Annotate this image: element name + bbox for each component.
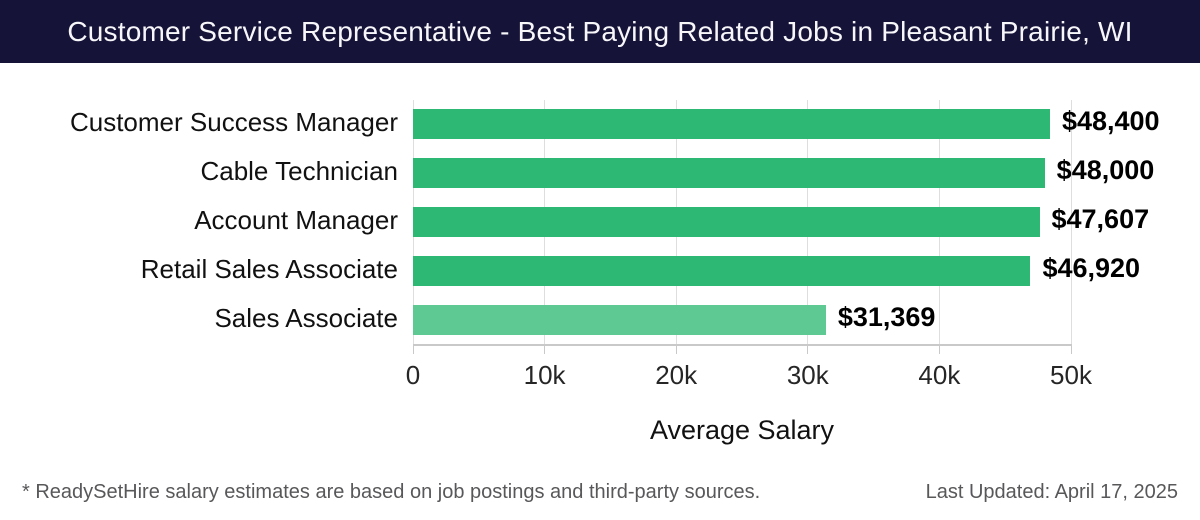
bar-value-label: $48,000 — [1056, 155, 1155, 186]
bar-category-label: Cable Technician — [200, 156, 398, 187]
x-axis-tick — [807, 346, 809, 354]
x-axis-tick — [412, 346, 414, 354]
bar-value-label: $46,920 — [1042, 252, 1141, 283]
x-axis-tick-label: 50k — [1050, 360, 1092, 390]
x-axis-tick-label: 10k — [523, 360, 566, 390]
bar — [413, 109, 1050, 140]
x-axis-tick-label: 30k — [786, 360, 829, 390]
footer-last-updated: Last Updated: April 17, 2025 — [925, 481, 1178, 503]
x-axis-tick — [675, 346, 677, 354]
bar-category-label: Customer Success Manager — [69, 107, 398, 138]
bar — [413, 207, 1040, 237]
x-axis-tick — [1070, 346, 1072, 354]
bar — [413, 304, 826, 335]
bar-category-label: Sales Associate — [214, 302, 398, 333]
x-axis-tick-label: 20k — [655, 360, 698, 390]
bar-value-label: $47,607 — [1051, 204, 1150, 234]
gridline — [1070, 100, 1072, 344]
bar — [413, 158, 1045, 189]
x-axis-title: Average Salary — [649, 415, 835, 445]
bar-value-label: $31,369 — [837, 301, 936, 332]
bar-category-label: Retail Sales Associate — [140, 253, 398, 284]
x-axis-line — [413, 344, 1072, 346]
x-axis-tick — [938, 346, 940, 354]
x-axis-tick-label: 40k — [918, 360, 961, 390]
x-axis-tick-label: 0 — [405, 360, 421, 390]
bar-value-label: $48,400 — [1061, 106, 1160, 137]
chart-title: Customer Service Representative - Best P… — [67, 15, 1133, 47]
bar — [413, 255, 1031, 286]
title-bar: Customer Service Representative - Best P… — [0, 0, 1200, 63]
x-axis-tick — [544, 346, 546, 354]
bar-category-label: Account Manager — [194, 205, 398, 235]
footer-disclaimer: * ReadySetHire salary estimates are base… — [22, 481, 761, 503]
